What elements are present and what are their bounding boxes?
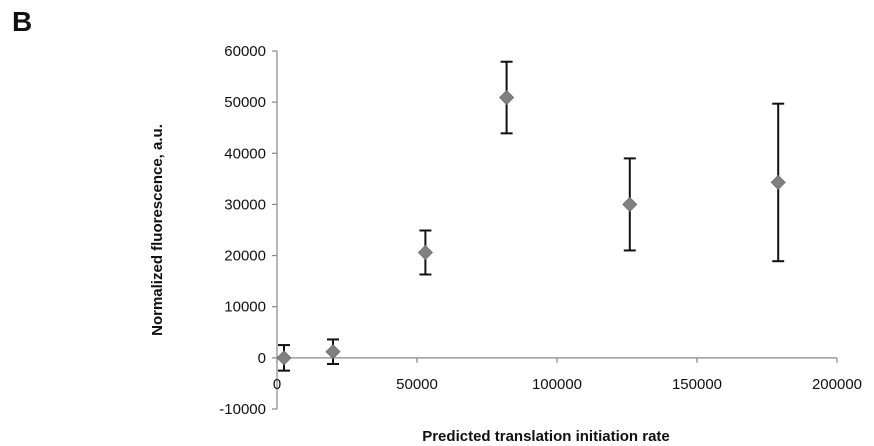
y-tick-label: -10000 xyxy=(219,401,266,418)
x-tick-labels: 0 50000 100000 150000 200000 xyxy=(273,376,862,393)
y-tick-label: 60000 xyxy=(224,43,266,60)
axes xyxy=(272,50,838,410)
y-tick-label: 10000 xyxy=(224,299,266,316)
error-bars xyxy=(278,60,785,372)
y-tick-label: 50000 xyxy=(224,94,266,111)
y-tick-label: 40000 xyxy=(224,145,266,162)
x-tick-label: 0 xyxy=(273,376,281,393)
panel-label: B xyxy=(12,6,33,37)
x-tick-label: 150000 xyxy=(672,376,722,393)
data-points xyxy=(276,89,786,366)
y-axis-title: Normalized fluorescence, a.u. xyxy=(149,124,166,336)
data-point-diamond xyxy=(276,350,292,366)
data-point-diamond xyxy=(622,196,638,212)
x-tick-label: 100000 xyxy=(532,376,582,393)
data-point-diamond xyxy=(499,89,515,106)
y-tick-label: 30000 xyxy=(224,196,266,213)
data-point-diamond xyxy=(417,244,433,261)
y-tick-labels: -10000 0 10000 20000 30000 40000 50000 60000 xyxy=(219,43,266,418)
x-tick-label: 50000 xyxy=(396,376,438,393)
y-tick-label: 20000 xyxy=(224,248,266,265)
data-point-diamond xyxy=(325,344,341,360)
x-axis-title: Predicted translation initiation rate xyxy=(422,428,670,445)
y-tick-label: 0 xyxy=(258,350,266,367)
data-point-diamond xyxy=(770,174,786,191)
x-tick-label: 200000 xyxy=(812,376,862,393)
